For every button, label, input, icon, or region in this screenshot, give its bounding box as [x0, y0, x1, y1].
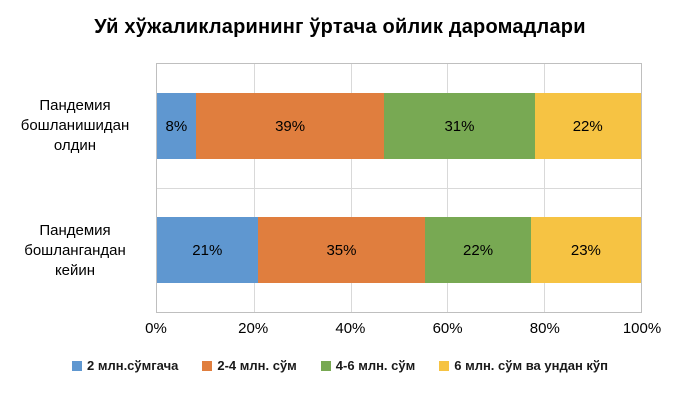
- x-tick-label: 20%: [238, 320, 269, 337]
- chart-title: Уй хўжаликларининг ўртача ойлик даромадл…: [94, 16, 586, 38]
- bar-segment-label: 23%: [570, 241, 601, 259]
- stacked-bar: 21% 35% 22% 23%: [157, 217, 641, 283]
- bar-band: 21% 35% 22% 23%: [157, 188, 641, 312]
- legend-label: 2-4 млн. сўм: [217, 358, 297, 373]
- legend-swatch-icon: [439, 360, 450, 371]
- bar-segment: 21%: [157, 217, 258, 283]
- category-label: Пандемия бошлангандан кейин: [24, 221, 126, 279]
- bar-segment-label: 31%: [444, 117, 475, 135]
- legend-item: 6 млн. сўм ва ундан кўп: [439, 358, 608, 373]
- bar-segment: 39%: [195, 93, 385, 159]
- stacked-bar: 8% 39% 31% 22%: [157, 93, 641, 159]
- y-axis-category-labels: Пандемия бошланишидан олдин Пандемия бошл…: [0, 63, 150, 313]
- bar-segment: 23%: [530, 217, 641, 283]
- legend-swatch-icon: [72, 360, 82, 371]
- x-tick-label: 60%: [432, 320, 463, 337]
- x-tick-label: 40%: [335, 320, 366, 337]
- bar-segment: 8%: [157, 93, 196, 159]
- legend-swatch-icon: [202, 360, 213, 371]
- legend-swatch-icon: [320, 360, 331, 371]
- plot-area: 8% 39% 31% 22% 21% 35% 22% 23%: [156, 63, 642, 313]
- bar-band: 8% 39% 31% 22%: [157, 64, 641, 188]
- legend: 2 млн.сўмгача 2-4 млн. сўм 4-6 млн. сўм 6 м…: [0, 358, 680, 373]
- bar-segment-label: 39%: [275, 117, 306, 135]
- legend-item: 2 млн.сўмгача: [72, 358, 178, 373]
- bar-segment: 31%: [384, 93, 535, 159]
- x-tick-label: 100%: [622, 320, 662, 337]
- legend-label: 4-6 млн. сўм: [335, 358, 416, 373]
- bar-segment-label: 35%: [326, 241, 357, 259]
- x-axis: 0% 20% 40% 60% 80% 100%: [145, 320, 661, 340]
- x-tick-label: 0%: [145, 320, 167, 337]
- bar-segment: 35%: [257, 217, 426, 283]
- legend-item: 4-6 млн. сўм: [320, 358, 416, 373]
- gridline: [157, 188, 641, 189]
- legend-label: 6 млн. сўм ва ундан кўп: [454, 358, 608, 373]
- bar-segment: 22%: [425, 217, 531, 283]
- bar-segment-label: 8%: [165, 117, 188, 135]
- bar-segment-label: 22%: [572, 117, 603, 135]
- legend-label: 2 млн.сўмгача: [87, 358, 179, 373]
- bar-segment: 22%: [534, 93, 641, 159]
- x-tick-label: 80%: [529, 320, 560, 337]
- legend-item: 2-4 млн. сўм: [202, 358, 297, 373]
- bar-segment-label: 21%: [192, 241, 223, 259]
- bar-segment-label: 22%: [463, 241, 494, 259]
- category-label: Пандемия бошланишидан олдин: [20, 96, 130, 154]
